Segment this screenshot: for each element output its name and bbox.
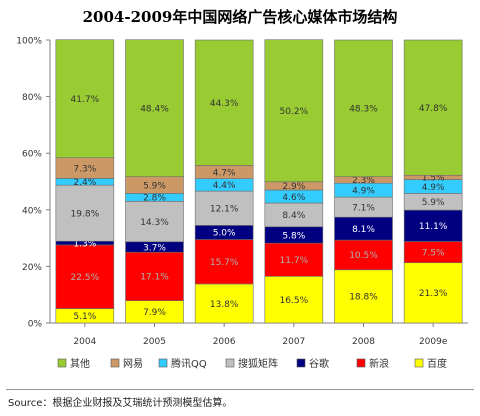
bar-segment xyxy=(264,242,324,277)
legend: 其他 网易 腾讯QQ 搜狐矩阵 谷歌 新浪 百度 xyxy=(57,357,447,370)
y-tick-label: 0% xyxy=(28,320,43,330)
data-label: 4.6% xyxy=(282,193,305,203)
data-label: 11.1% xyxy=(419,222,448,232)
x-tick-label: 2007 xyxy=(282,337,305,347)
x-tick-label: 2006 xyxy=(213,337,236,347)
data-label: 4.9% xyxy=(422,183,445,193)
source-divider xyxy=(6,389,474,390)
data-label: 7.9% xyxy=(143,308,166,318)
data-label: 4.4% xyxy=(213,181,236,191)
legend-label: 百度 xyxy=(427,357,447,370)
legend-label: 搜狐矩阵 xyxy=(238,357,278,370)
data-label: 18.8% xyxy=(349,293,378,303)
data-label: 4.9% xyxy=(352,186,375,196)
data-label: 47.8% xyxy=(419,104,448,114)
bar-segment xyxy=(264,39,324,183)
data-label: 2.8% xyxy=(143,194,166,204)
y-tick-label: 60% xyxy=(22,150,42,160)
bar-segment xyxy=(334,269,393,324)
y-tick-label: 80% xyxy=(22,93,42,103)
bar-segment xyxy=(55,39,115,159)
data-label: 10.5% xyxy=(349,251,378,261)
x-tick-label: 2009e xyxy=(419,337,448,347)
bar-segment xyxy=(55,244,115,309)
legend-swatch xyxy=(296,358,306,368)
data-label: 3.7% xyxy=(143,243,166,253)
bar-segment xyxy=(194,283,254,324)
data-label: 2.9% xyxy=(282,182,305,192)
data-label: 12.1% xyxy=(210,205,239,215)
data-label: 44.3% xyxy=(210,99,239,109)
bar-segment xyxy=(125,201,184,243)
data-label: 1.3% xyxy=(73,239,96,249)
legend-swatch xyxy=(158,358,168,368)
x-tick-label: 2005 xyxy=(143,337,166,347)
bar-segment xyxy=(403,39,463,176)
data-label: 5.1% xyxy=(73,312,96,322)
data-label: 22.5% xyxy=(71,273,100,283)
bar-segment xyxy=(403,262,463,324)
bar-segment xyxy=(125,251,184,301)
data-label: 5.9% xyxy=(422,198,445,208)
bar-segment xyxy=(264,276,324,324)
data-label: 11.7% xyxy=(280,256,309,266)
data-label: 48.4% xyxy=(140,105,169,115)
bar-segment xyxy=(194,190,254,226)
data-label: 48.3% xyxy=(349,105,378,115)
bar-segment xyxy=(125,39,184,177)
bar-segment xyxy=(334,39,393,177)
data-label: 19.8% xyxy=(71,209,100,219)
y-tick-label: 40% xyxy=(22,206,42,216)
plot-area: 0% 20% 40% 60% 80% 100% 5.1% 22.5% 1.3% 19.8% 2.4%… xyxy=(16,37,468,347)
data-label: 17.1% xyxy=(140,273,169,283)
data-label: 4.7% xyxy=(213,168,236,178)
legend-swatch xyxy=(225,358,235,368)
data-label: 15.7% xyxy=(210,258,239,268)
legend-label: 谷歌 xyxy=(309,357,329,370)
source-note: Source：根据企业财报及艾瑞统计预测模型估算。 xyxy=(8,398,233,409)
data-label: 1.5% xyxy=(422,174,445,184)
bar-segment xyxy=(194,239,254,285)
bar-segment xyxy=(334,239,393,271)
y-tick-label: 20% xyxy=(22,263,42,273)
x-tick-label: 2004 xyxy=(73,337,96,347)
legend-label: 新浪 xyxy=(369,357,389,370)
data-label: 13.8% xyxy=(210,300,239,310)
data-label: 8.4% xyxy=(282,211,305,221)
legend-swatch xyxy=(414,358,424,368)
legend-label: 网易 xyxy=(123,358,143,370)
data-label: 2.4% xyxy=(73,178,96,188)
data-label: 41.7% xyxy=(71,95,100,105)
bar-segment xyxy=(55,184,115,242)
bar-segment xyxy=(403,209,463,242)
data-label: 8.1% xyxy=(352,225,375,235)
legend-swatch xyxy=(57,358,67,368)
legend-label: 腾讯QQ xyxy=(171,357,207,370)
data-label: 14.3% xyxy=(140,218,169,228)
x-tick-label: 2008 xyxy=(352,337,375,347)
data-label: 7.3% xyxy=(73,164,96,174)
y-tick-label: 100% xyxy=(16,37,42,47)
data-label: 21.3% xyxy=(419,289,448,299)
data-label: 16.5% xyxy=(280,296,309,306)
data-label: 50.2% xyxy=(280,107,309,117)
bar-segment xyxy=(194,39,254,166)
data-label: 5.9% xyxy=(143,181,166,191)
data-label: 7.1% xyxy=(352,203,375,213)
data-label: 2.3% xyxy=(352,176,375,186)
legend-swatch xyxy=(356,358,366,368)
data-label: 7.5% xyxy=(422,248,445,258)
legend-label: 其他 xyxy=(70,357,90,370)
chart-title: 2004-2009年中国网络广告核心媒体市场结构 xyxy=(83,8,398,26)
data-label: 5.8% xyxy=(282,231,305,241)
data-label: 5.0% xyxy=(213,229,236,239)
legend-swatch xyxy=(110,358,120,368)
